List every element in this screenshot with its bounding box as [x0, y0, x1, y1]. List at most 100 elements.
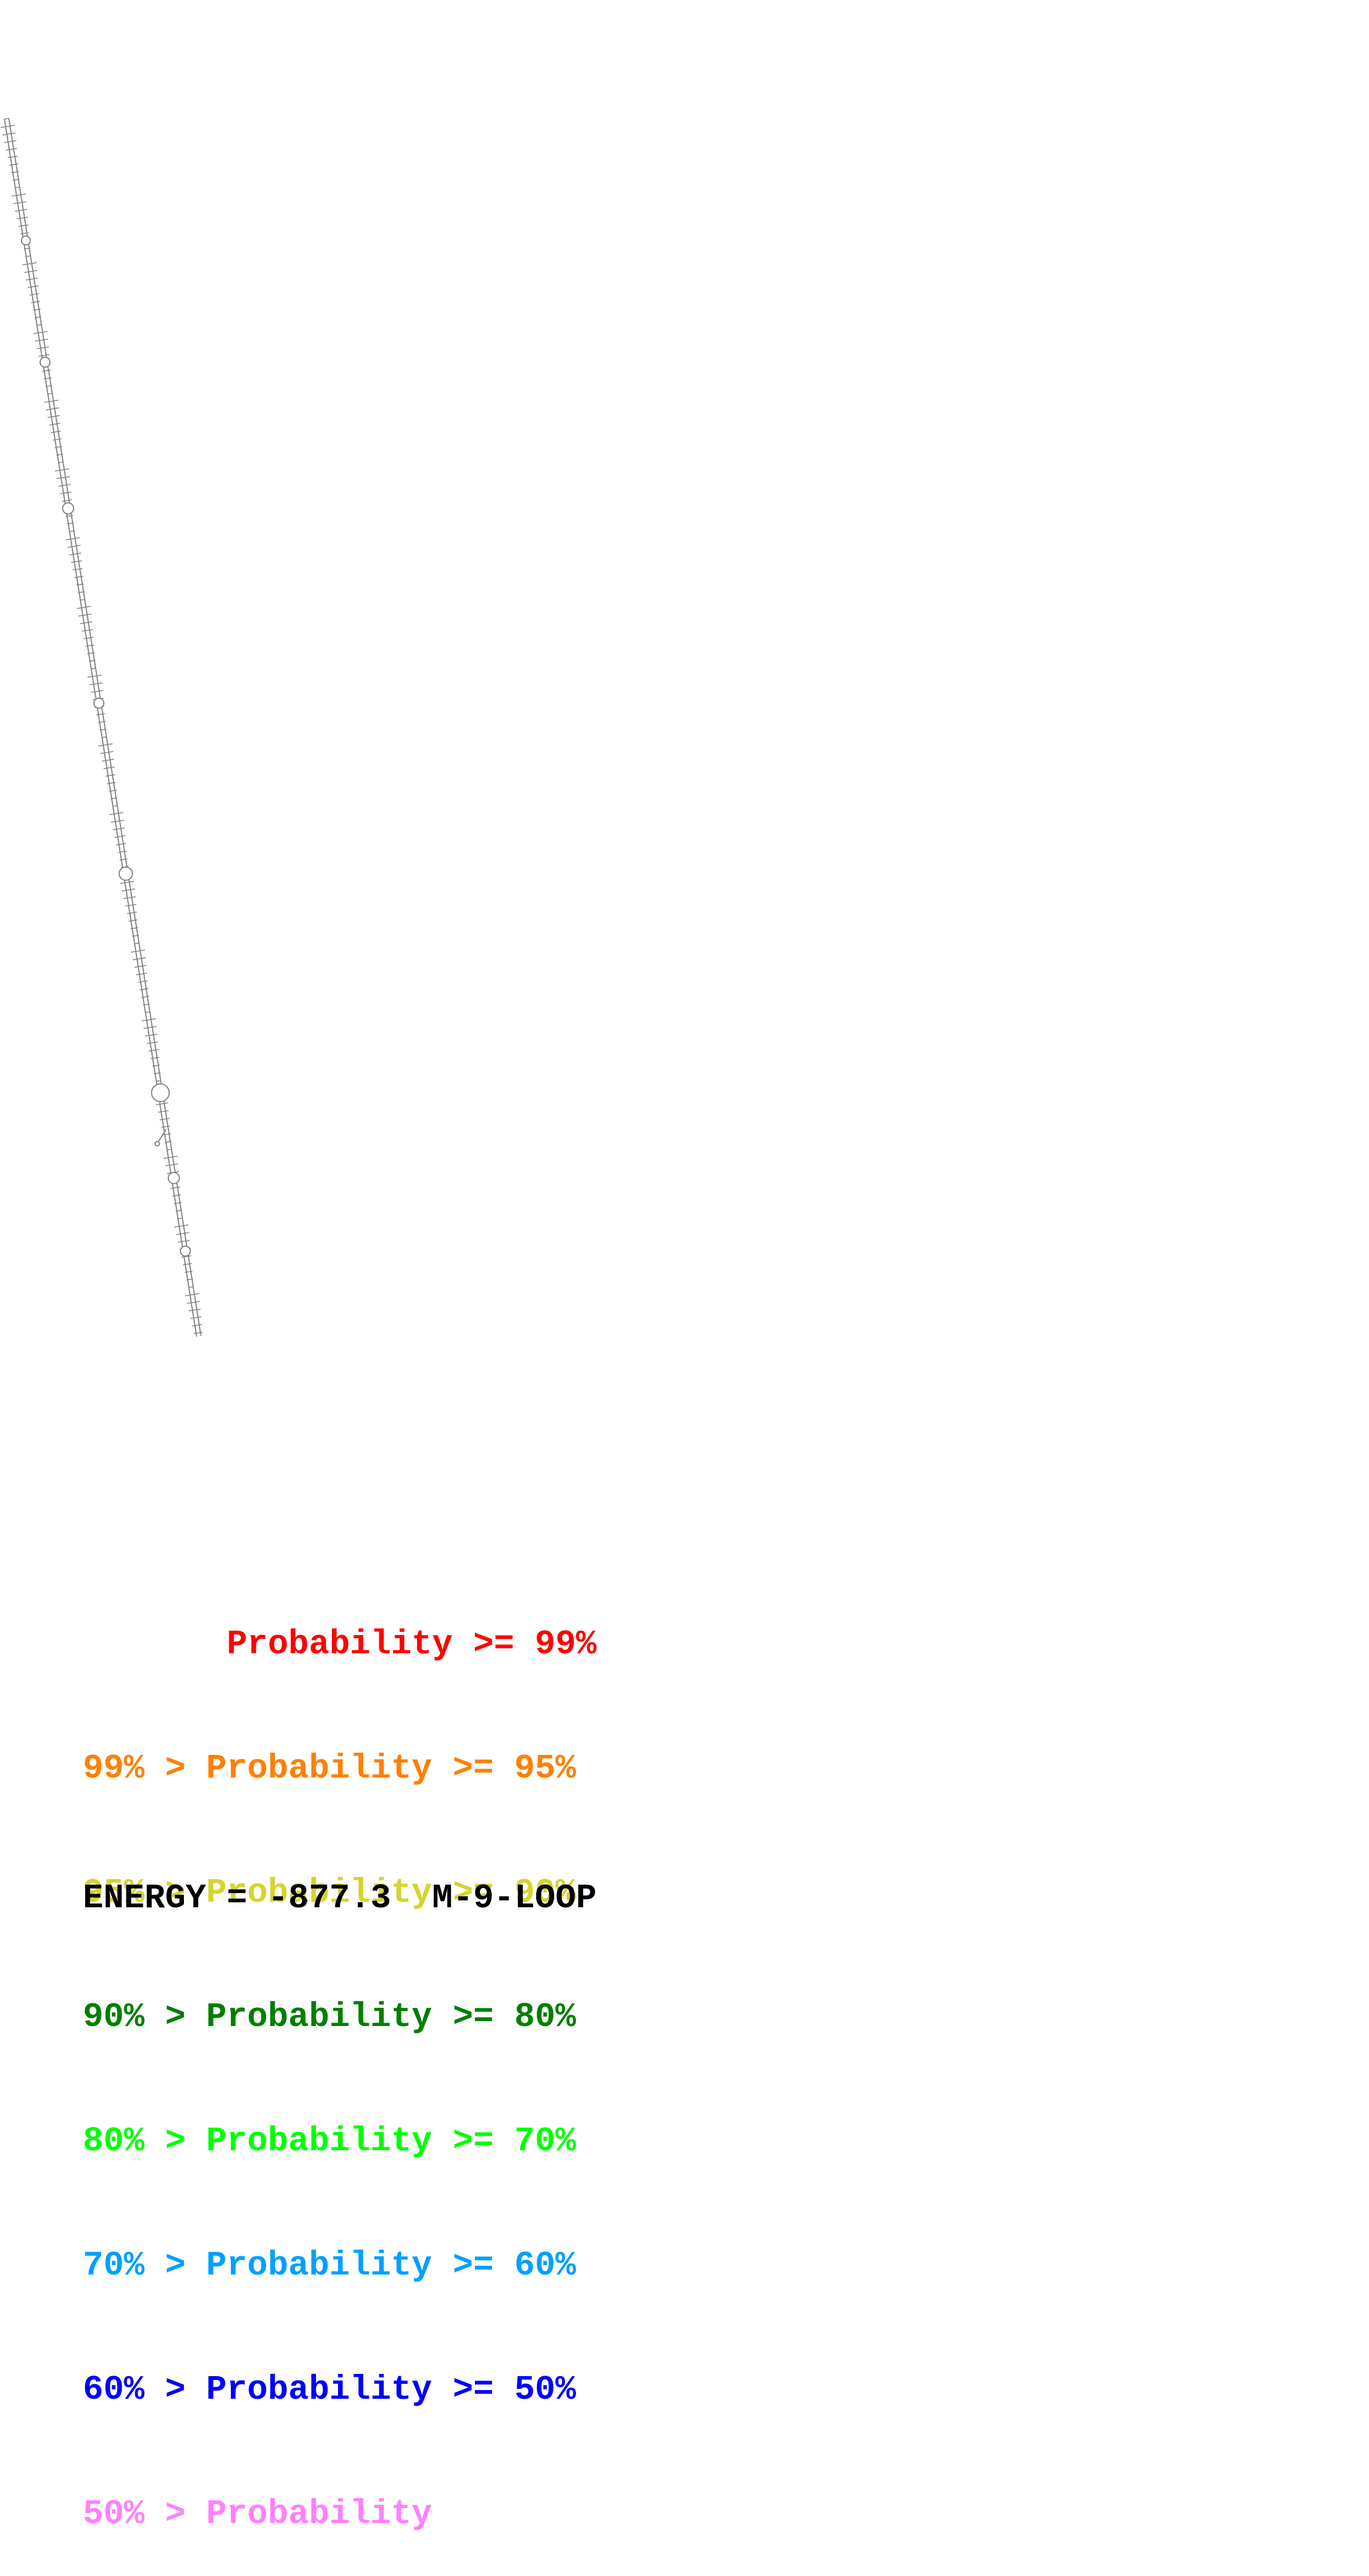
base-pair	[51, 430, 61, 433]
base-pair	[76, 583, 84, 586]
legend-row-90-95: 95% > Probability >= 90%	[83, 1873, 576, 1912]
base-pair	[13, 201, 27, 204]
interior-loop	[39, 357, 51, 368]
base-pair	[17, 216, 28, 220]
base-pair	[177, 1240, 190, 1243]
base-pair	[188, 1308, 201, 1311]
base-pair	[143, 1003, 150, 1006]
base-pair	[58, 484, 71, 487]
base-pair	[107, 782, 116, 785]
base-pair	[58, 461, 64, 463]
base-pair	[193, 1331, 203, 1334]
base-pair	[184, 1271, 193, 1273]
base-pair	[149, 1049, 159, 1052]
base-pair	[125, 904, 136, 907]
base-pair	[133, 957, 146, 960]
legend-row-70-80: 80% > Probability >= 70%	[83, 2122, 576, 2161]
base-pair	[163, 1155, 178, 1159]
base-pair	[155, 1080, 162, 1082]
base-pair	[14, 186, 20, 188]
base-pair	[13, 178, 20, 181]
base-pair	[49, 422, 61, 426]
base-pair	[100, 751, 114, 754]
base-pair	[60, 491, 71, 494]
interior-loop	[118, 866, 133, 881]
base-pair	[110, 797, 118, 800]
base-pair	[96, 713, 105, 716]
base-pair	[176, 1209, 183, 1212]
base-pair	[118, 850, 127, 853]
helix-stem	[1, 118, 203, 1337]
base-pair	[132, 935, 139, 937]
base-pair	[87, 674, 102, 678]
base-pair	[42, 369, 51, 372]
base-pair	[71, 560, 82, 563]
base-pair	[65, 515, 73, 517]
base-pair	[126, 912, 137, 914]
base-pair	[176, 1232, 189, 1235]
base-pair	[116, 843, 126, 845]
backbone-strand-5prime	[4, 119, 198, 1337]
base-pair	[15, 209, 28, 212]
loops	[20, 235, 191, 1257]
base-pair	[110, 819, 124, 823]
base-pair	[138, 980, 148, 983]
base-pair	[121, 888, 135, 892]
base-pair	[1, 125, 15, 128]
base-pair	[29, 293, 40, 296]
base-pair	[161, 1125, 171, 1128]
base-pair	[44, 399, 59, 403]
base-pair	[177, 1217, 183, 1219]
probability-legend: Probability >= 99% 99% > Probability >= …	[83, 1541, 596, 2576]
base-pair	[80, 599, 86, 601]
base-pair	[103, 766, 115, 769]
energy-label: ENERGY = -877.3 M-9-LOOP	[83, 1879, 597, 1918]
base-pair	[123, 896, 136, 899]
base-pair	[112, 827, 125, 831]
base-pair	[68, 530, 75, 532]
base-pair	[192, 1324, 202, 1327]
base-pair	[56, 476, 70, 479]
interior-loop	[93, 697, 105, 709]
base-pair	[47, 415, 60, 418]
base-pair	[109, 812, 124, 816]
base-pair	[76, 606, 91, 609]
base-pair	[170, 1186, 181, 1189]
base-pair	[24, 269, 38, 273]
base-pair	[91, 668, 97, 670]
base-pair	[3, 118, 10, 120]
base-pair	[6, 148, 17, 151]
base-pair	[174, 1224, 189, 1228]
backbone-strand-3prime	[8, 118, 202, 1336]
base-pair	[156, 1102, 168, 1105]
base-pair	[20, 232, 29, 235]
base-pair	[172, 1194, 181, 1197]
base-pair	[82, 629, 93, 632]
base-pair	[130, 927, 139, 929]
base-pair	[141, 1018, 156, 1022]
base-pair	[85, 644, 94, 647]
base-pair	[87, 652, 95, 654]
rna-secondary-structure-diagram	[1, 118, 203, 1337]
base-pair	[150, 1056, 160, 1059]
base-pair	[157, 1110, 169, 1113]
base-pair	[154, 1072, 161, 1075]
base-pair	[143, 1026, 157, 1029]
base-pair	[24, 247, 31, 250]
interior-loop	[62, 502, 75, 515]
base-pair	[62, 499, 72, 502]
base-pair	[66, 537, 80, 541]
base-pair	[89, 682, 103, 685]
interior-loop	[167, 1172, 180, 1184]
base-pair	[91, 690, 103, 693]
legend-row-lt-50: 50% > Probability	[83, 2494, 432, 2533]
base-pair	[25, 277, 38, 281]
legend-row-50-60: 60% > Probability >= 50%	[83, 2370, 576, 2409]
base-pair	[119, 858, 128, 861]
base-pair	[11, 193, 26, 197]
base-pair	[112, 805, 118, 807]
base-pair	[163, 1133, 171, 1136]
base-pair	[120, 881, 135, 884]
base-pair	[33, 331, 48, 334]
base-pair	[165, 1141, 172, 1143]
